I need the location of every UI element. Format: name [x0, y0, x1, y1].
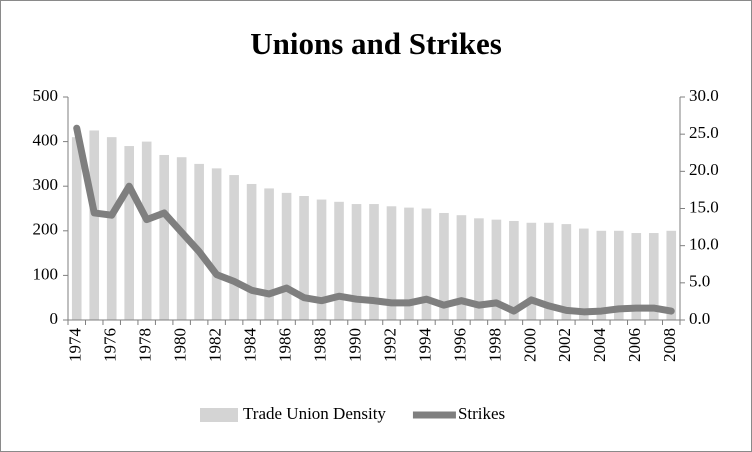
bar — [666, 230, 677, 320]
bar — [299, 196, 309, 320]
x-tick-label: 1990 — [345, 328, 364, 362]
x-tick-label: 2002 — [555, 328, 574, 362]
x-tick-label: 2000 — [520, 328, 539, 362]
x-tick-label: 1998 — [485, 328, 504, 362]
bar — [596, 230, 607, 320]
bar — [421, 208, 432, 320]
bar — [334, 201, 344, 320]
y2-tick-label: 15.0 — [689, 197, 719, 216]
chart-title: Unions and Strikes — [250, 26, 502, 61]
bar — [141, 141, 152, 320]
bar — [474, 218, 484, 320]
y2-tick-label: 0.0 — [689, 309, 710, 328]
bar — [264, 188, 274, 320]
bar — [89, 130, 100, 320]
y2-tick-label: 5.0 — [689, 272, 710, 291]
x-tick-label: 1992 — [380, 328, 399, 362]
x-tick-label: 1986 — [275, 328, 294, 362]
bar — [194, 163, 204, 320]
y-tick-label: 200 — [33, 220, 59, 239]
bar — [456, 215, 467, 320]
y-tick-label: 500 — [33, 86, 59, 105]
bar — [159, 154, 169, 320]
x-tick-label: 1980 — [171, 328, 190, 362]
x-tick-label: 2004 — [590, 328, 609, 363]
y2-tick-label: 10.0 — [689, 235, 719, 254]
x-tick-label: 1984 — [241, 328, 260, 363]
bar — [176, 157, 187, 320]
x-tick-label: 1976 — [101, 328, 120, 362]
x-tick-label: 1988 — [310, 328, 329, 362]
y-tick-label: 400 — [33, 131, 59, 150]
legend-label: Strikes — [458, 404, 505, 423]
x-tick-label: 1974 — [66, 328, 85, 363]
bar — [648, 233, 659, 320]
bar — [229, 175, 239, 320]
bar — [561, 224, 572, 320]
x-tick-label: 1994 — [415, 328, 434, 363]
bar — [509, 220, 519, 320]
bar — [491, 219, 502, 320]
bar — [369, 204, 379, 320]
x-tick-label: 1978 — [136, 328, 155, 362]
bar — [404, 207, 414, 320]
legend-label: Trade Union Density — [243, 404, 386, 423]
y2-tick-label: 25.0 — [689, 123, 719, 142]
bar — [351, 204, 362, 320]
bar — [246, 183, 257, 320]
line-series — [73, 124, 675, 316]
bar — [316, 199, 327, 320]
bar — [211, 168, 222, 320]
bar — [631, 233, 642, 320]
x-tick-label: 1982 — [206, 328, 225, 362]
y2-tick-label: 30.0 — [689, 86, 719, 105]
bar — [71, 137, 82, 320]
bar — [281, 192, 292, 320]
y-tick-label: 100 — [33, 264, 59, 283]
bar — [439, 212, 449, 320]
x-tick-label: 1996 — [450, 328, 469, 362]
bar — [386, 206, 397, 320]
bar — [544, 222, 554, 320]
bar — [106, 137, 117, 320]
bar — [526, 222, 537, 320]
y-tick-label: 0 — [50, 309, 59, 328]
x-tick-label: 2006 — [625, 328, 644, 362]
y-tick-label: 300 — [33, 175, 59, 194]
bar — [613, 230, 624, 320]
legend-swatch — [200, 408, 238, 422]
bar — [579, 228, 589, 320]
bar — [124, 146, 135, 320]
x-tick-label: 2008 — [660, 328, 679, 362]
y2-tick-label: 20.0 — [689, 160, 719, 179]
